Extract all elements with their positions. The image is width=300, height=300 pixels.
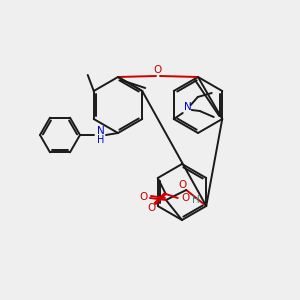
Text: O: O (178, 180, 186, 190)
Text: O: O (182, 193, 190, 203)
Text: H: H (97, 135, 105, 145)
Text: O: O (154, 65, 162, 75)
Text: O: O (140, 192, 148, 202)
Text: O: O (148, 203, 156, 213)
Text: N: N (97, 126, 105, 136)
Text: N: N (184, 102, 192, 112)
Text: H: H (192, 195, 200, 205)
